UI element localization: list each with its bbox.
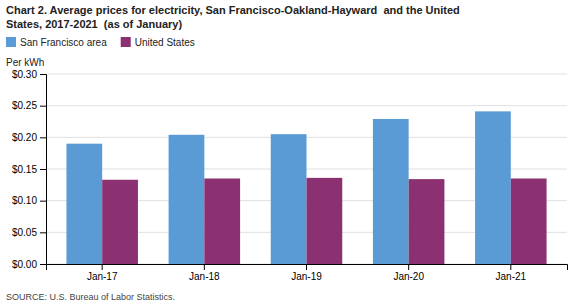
legend-item: United States — [121, 37, 195, 48]
legend-item: San Francisco area — [6, 37, 107, 48]
grid — [46, 74, 567, 264]
y-tick: $0.10 — [12, 195, 46, 206]
grid-line — [46, 105, 567, 106]
chart: Chart 2. Average prices for electricity,… — [0, 0, 579, 306]
y-tick: $0.05 — [12, 227, 46, 238]
x-tick-label: Jan-17 — [87, 271, 118, 282]
y-axis-line — [40, 75, 47, 265]
x-tick: Jan-21 — [496, 264, 527, 282]
y-axis-label: Per kWh — [6, 57, 44, 68]
bar — [511, 179, 547, 265]
title-line: Chart 2. Average prices for electricity,… — [6, 4, 460, 16]
source-note: SOURCE: U.S. Bureau of Labor Statistics. — [6, 292, 175, 302]
bars — [66, 111, 546, 264]
x-tick-label: Jan-19 — [291, 271, 322, 282]
bar — [409, 179, 445, 264]
x-tick-mark — [408, 264, 409, 270]
x-tick: Jan-19 — [291, 264, 322, 282]
bar — [169, 135, 205, 264]
plot: $0.00 $0.05 $0.10 $0.15 $0.20 $0.25 $0.30 Jan-1… — [12, 69, 568, 282]
y-tick-mark — [40, 106, 46, 107]
x-tick-mark — [306, 264, 307, 270]
y-tick-label: $0.30 — [12, 69, 37, 80]
x-tick: Jan-20 — [393, 264, 424, 282]
x-axis-line — [47, 265, 568, 271]
legend-label: United States — [135, 37, 195, 48]
x-tick-mark — [510, 264, 511, 270]
y-tick-label: $0.20 — [12, 132, 37, 143]
title-line: States, 2017-2021 (as of January) — [6, 18, 182, 30]
y-tick-label: $0.00 — [12, 259, 37, 270]
x-tick-label: Jan-21 — [496, 271, 527, 282]
x-axis: Jan-17 Jan-18 Jan-19 Jan-20 Jan-21 — [47, 264, 568, 282]
y-tick-label: $0.05 — [12, 227, 37, 238]
bar — [204, 179, 240, 265]
y-tick-mark — [40, 169, 46, 170]
x-tick-mark — [102, 264, 103, 270]
y-tick-label: $0.10 — [12, 195, 37, 206]
x-tick-label: Jan-20 — [393, 271, 424, 282]
x-tick-label: Jan-18 — [189, 271, 220, 282]
legend-swatch — [6, 37, 16, 47]
y-tick: $0.30 — [12, 69, 46, 80]
y-tick-mark — [40, 74, 46, 75]
legend: San Francisco area United States — [6, 37, 195, 48]
y-tick-mark — [40, 264, 46, 265]
x-tick: Jan-17 — [87, 264, 118, 282]
y-tick: $0.25 — [12, 100, 46, 111]
y-tick-mark — [40, 232, 46, 233]
y-tick: $0.20 — [12, 132, 46, 143]
y-tick-mark — [40, 137, 46, 138]
bar — [307, 178, 343, 264]
legend-label: San Francisco area — [20, 37, 107, 48]
y-tick: $0.00 — [12, 259, 46, 270]
bar — [271, 134, 307, 264]
y-tick-mark — [40, 201, 46, 202]
x-tick-mark — [204, 264, 205, 270]
y-tick: $0.15 — [12, 164, 46, 175]
bar — [66, 144, 102, 264]
bar — [373, 119, 409, 264]
bar — [475, 111, 511, 264]
y-tick-label: $0.25 — [12, 100, 37, 111]
y-tick-label: $0.15 — [12, 164, 37, 175]
bar — [102, 180, 138, 264]
title: Chart 2. Average prices for electricity,… — [6, 4, 460, 30]
legend-swatch — [121, 37, 131, 47]
grid-line — [46, 74, 567, 75]
x-tick: Jan-18 — [189, 264, 220, 282]
y-axis: $0.00 $0.05 $0.10 $0.15 $0.20 $0.25 $0.30 — [12, 69, 47, 270]
